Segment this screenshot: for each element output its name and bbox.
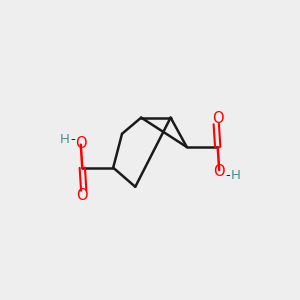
Text: H: H xyxy=(60,133,70,146)
Text: -: - xyxy=(225,169,230,182)
Text: H: H xyxy=(230,169,240,182)
Text: O: O xyxy=(213,164,225,179)
Text: O: O xyxy=(212,111,224,126)
Text: -: - xyxy=(70,133,75,146)
Text: O: O xyxy=(76,188,88,203)
Text: O: O xyxy=(75,136,87,151)
